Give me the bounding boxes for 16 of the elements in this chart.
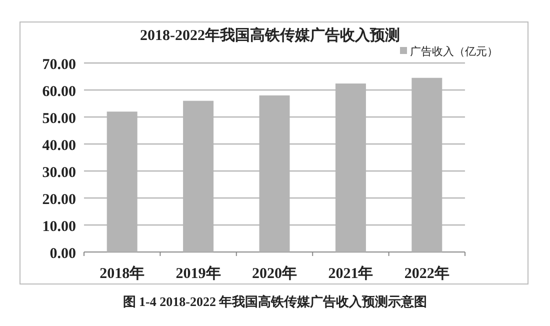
x-tick-label: 2018年 [100,265,145,282]
y-tick-label: 60.00 [42,84,76,100]
y-tick-label: 10.00 [42,219,76,235]
caption: 图 1-4 2018-2022 年我国高铁传媒广告收入预测示意图 [122,294,428,309]
y-tick-label: 70.00 [42,57,76,73]
y-tick-label: 40.00 [42,138,76,154]
y-tick-label: 0.00 [50,246,76,262]
x-tick-label: 2019年 [176,265,221,282]
legend-label: 广告收入（亿元） [410,45,498,58]
x-tick-label: 2020年 [252,265,297,282]
chart-title: 2018-2022年我国高铁传媒广告收入预测 [140,26,400,44]
y-tick-label: 20.00 [42,192,76,208]
x-tick-label: 2022年 [404,265,450,282]
y-tick-label: 50.00 [42,111,76,127]
x-tick-label: 2021年 [328,265,374,282]
y-tick-label: 30.00 [42,165,76,181]
